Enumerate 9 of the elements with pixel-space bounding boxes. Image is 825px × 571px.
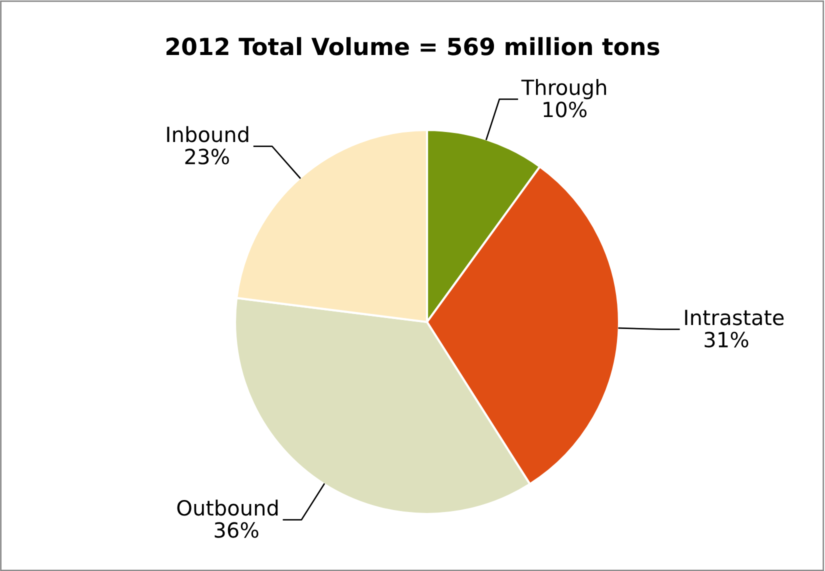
slice-label: Inbound — [167, 126, 248, 142]
slice-label: Outbound — [177, 500, 278, 516]
data-label: 10% — [544, 102, 587, 118]
slice-label: Through — [521, 79, 606, 100]
chart-title: 2012 Total Volume = 569 million tons — [166, 37, 660, 56]
data-label: 31% — [704, 332, 748, 348]
data-label: 23% — [185, 148, 229, 164]
data-label: 36% — [214, 522, 258, 538]
slice-label: Intrastate — [685, 310, 784, 326]
